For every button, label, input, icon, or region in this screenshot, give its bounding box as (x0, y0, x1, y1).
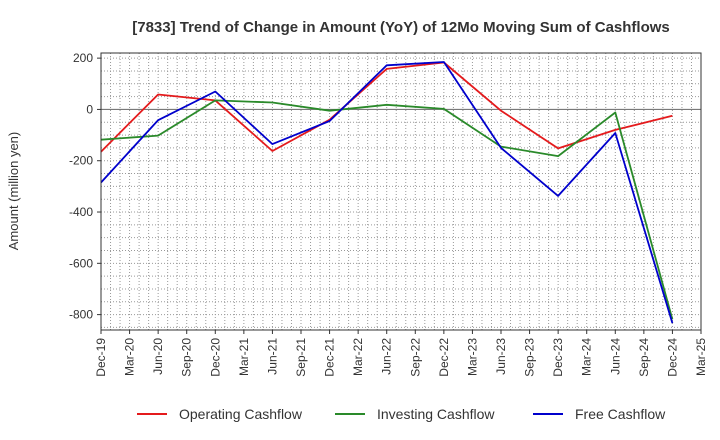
legend-label: Investing Cashflow (377, 406, 495, 422)
x-tick-label: Sep-22 (408, 338, 422, 377)
x-tick-label: Dec-19 (94, 338, 108, 377)
x-tick-label: Dec-20 (208, 338, 222, 377)
y-tick-label: -600 (69, 256, 93, 270)
plot-frame (100, 52, 702, 331)
x-tick-label: Mar-23 (465, 338, 479, 376)
legend-label: Free Cashflow (575, 406, 666, 422)
grid-lines (101, 53, 701, 330)
y-tick-label: 200 (73, 51, 93, 65)
y-tick-label: 0 (86, 102, 93, 116)
legend: Operating Cashflow Investing Cashflow Free… (137, 406, 666, 422)
chart-title: [7833] Trend of Change in Amount (YoY) o… (132, 19, 670, 36)
y-tick-labels: 200 0 -200 -400 -600 -800 (69, 51, 101, 322)
x-tick-label: Jun-20 (151, 338, 165, 375)
x-tick-label: Sep-24 (637, 338, 651, 377)
x-tick-label: Mar-25 (694, 338, 708, 376)
x-tick-label: Jun-23 (494, 338, 508, 375)
series-line-investing-cashflow (100, 99, 674, 320)
x-tick-label: Mar-24 (580, 338, 594, 376)
x-tick-label: Jun-22 (380, 338, 394, 375)
series-line-free-cashflow (100, 61, 674, 324)
x-tick-label: Dec-24 (665, 338, 679, 377)
x-tick-label: Sep-20 (180, 338, 194, 377)
y-tick-label: -800 (69, 308, 93, 322)
series-layer (100, 61, 674, 324)
x-tick-label: Jun-21 (265, 338, 279, 375)
x-tick-label: Sep-23 (523, 338, 537, 377)
x-tick-label: Mar-22 (351, 338, 365, 376)
x-tick-label: Dec-22 (437, 338, 451, 377)
x-tick-labels: Dec-19 Mar-20 Jun-20 Sep-20 Dec-20 Mar-21 Jun-… (94, 330, 708, 377)
y-axis-label: Amount (million yen) (6, 132, 21, 251)
x-tick-label: Sep-21 (294, 338, 308, 377)
y-tick-label: -400 (69, 205, 93, 219)
y-tick-label: -200 (69, 154, 93, 168)
legend-label: Operating Cashflow (179, 406, 303, 422)
x-tick-label: Mar-20 (123, 338, 137, 376)
x-tick-label: Jun-24 (608, 338, 622, 375)
x-tick-label: Mar-21 (237, 338, 251, 376)
x-tick-label: Dec-21 (323, 338, 337, 377)
x-tick-label: Dec-23 (551, 338, 565, 377)
